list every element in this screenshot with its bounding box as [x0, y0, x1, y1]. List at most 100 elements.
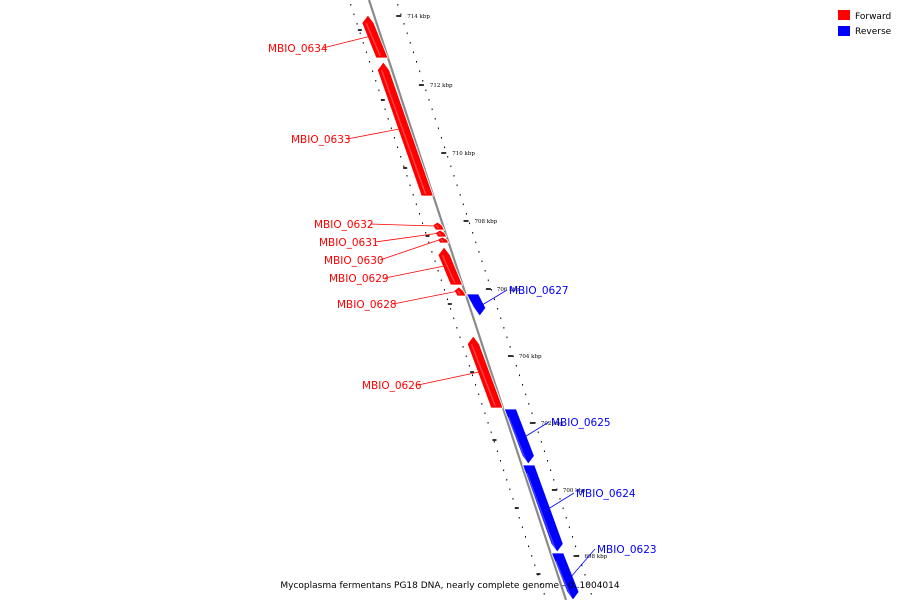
minor-tick-dot [359, 32, 361, 35]
minor-tick-dot [393, 137, 395, 139]
minor-tick-dot [487, 422, 489, 424]
minor-tick-dot [356, 23, 358, 25]
gene-highlight [440, 238, 444, 242]
legend-reverse-swatch [838, 26, 850, 36]
gene-highlight [470, 343, 496, 407]
minor-tick-dot [468, 365, 470, 367]
minor-tick-dot [584, 574, 586, 576]
gene-highlight [438, 232, 442, 236]
gene-label: MBIO_0633 [291, 134, 351, 146]
minor-tick-dot [565, 517, 567, 519]
minor-tick-dot [509, 488, 511, 491]
minor-tick-dot [406, 32, 408, 35]
minor-tick-dot [497, 308, 499, 310]
gene-label-leader [525, 421, 550, 437]
minor-tick-dot [400, 156, 402, 158]
minor-tick-dot [444, 146, 446, 149]
minor-tick-dot [453, 175, 455, 177]
minor-tick-dot [475, 384, 477, 386]
gene-label: MBIO_0624 [576, 488, 636, 500]
minor-tick-dot [550, 469, 552, 472]
minor-tick-dot [462, 203, 464, 206]
gene-arrow [361, 14, 389, 59]
gene-highlight [380, 69, 427, 195]
minor-tick-dot [409, 42, 411, 44]
minor-tick-dot [422, 80, 424, 82]
minor-tick-dot [575, 545, 577, 548]
minor-tick-dot [506, 336, 508, 339]
minor-tick-dot [534, 564, 536, 567]
minor-tick-dot [512, 498, 514, 500]
minor-tick-dot [484, 412, 486, 415]
minor-tick-dot [571, 536, 573, 538]
minor-tick-dot [456, 184, 458, 187]
minor-tick-dot [500, 460, 502, 462]
gene-label: MBIO_0626 [362, 380, 422, 392]
minor-tick-dot [447, 156, 449, 158]
minor-tick-dot [490, 289, 492, 291]
minor-tick-dot [375, 80, 377, 82]
minor-tick-dot [553, 479, 555, 481]
tick-label: 712 kbp [430, 83, 453, 89]
minor-tick-dot [515, 365, 517, 367]
minor-tick-dot [437, 270, 439, 272]
minor-tick-dot [562, 507, 564, 510]
gene-label-leader [346, 128, 400, 140]
gene-arrow [437, 246, 464, 286]
minor-tick-dot [419, 70, 421, 73]
gene-highlight [526, 472, 557, 551]
minor-tick-dot [518, 517, 520, 519]
minor-tick-dot [431, 108, 433, 111]
minor-tick-dot [543, 593, 545, 595]
minor-tick-dot [412, 194, 414, 196]
minor-tick-dot [403, 165, 405, 168]
tick-label: 710 kbp [452, 151, 475, 157]
minor-tick-dot [390, 127, 392, 130]
minor-tick-dot [428, 99, 430, 101]
minor-tick-dot [403, 23, 405, 25]
minor-tick-dot [534, 422, 536, 424]
minor-tick-dot [462, 346, 464, 348]
minor-tick-dot [481, 260, 483, 263]
gene-arrow [437, 236, 450, 244]
minor-tick-dot [472, 232, 474, 234]
minor-tick-dot [440, 137, 442, 139]
minor-tick-dot [447, 298, 449, 301]
minor-tick-dot [406, 175, 408, 177]
minor-tick-dot [416, 61, 418, 63]
minor-tick-dot [387, 118, 389, 120]
minor-tick-dot [397, 146, 399, 149]
minor-tick-dot [459, 194, 461, 196]
minor-tick-dot [431, 251, 433, 253]
gene-label-leader [384, 265, 445, 279]
gene-arrow [465, 293, 487, 317]
minor-tick-dot [490, 431, 492, 434]
minor-tick-dot [494, 298, 496, 301]
gene-highlight [456, 290, 461, 295]
minor-tick-dot [503, 469, 505, 472]
gene-highlight [441, 254, 456, 284]
gene-label: MBIO_0629 [329, 273, 389, 285]
minor-tick-dot [506, 479, 508, 481]
gene-arrow [503, 408, 535, 465]
minor-tick-dot [547, 460, 549, 462]
minor-tick-dot [469, 222, 471, 225]
gene-label-leader [481, 289, 508, 306]
gene-label: MBIO_0628 [337, 299, 397, 311]
minor-tick-dot [365, 51, 367, 54]
minor-tick-dot [528, 545, 530, 548]
minor-tick-dot [425, 232, 427, 234]
minor-tick-dot [450, 165, 452, 168]
minor-tick-dot [581, 564, 583, 567]
tick-label: 708 kbp [475, 219, 498, 225]
minor-tick-dot [531, 555, 533, 557]
tick-label: 700 kbp [563, 488, 586, 494]
minor-tick-dot [578, 555, 580, 557]
gene-label: MBIO_0630 [324, 255, 384, 267]
minor-tick-dot [484, 270, 486, 272]
genome-caption: Mycoplasma fermentans PG18 DNA, nearly c… [280, 581, 619, 591]
minor-tick-dot [478, 251, 480, 253]
minor-tick-dot [503, 327, 505, 329]
minor-tick-dot [384, 108, 386, 111]
